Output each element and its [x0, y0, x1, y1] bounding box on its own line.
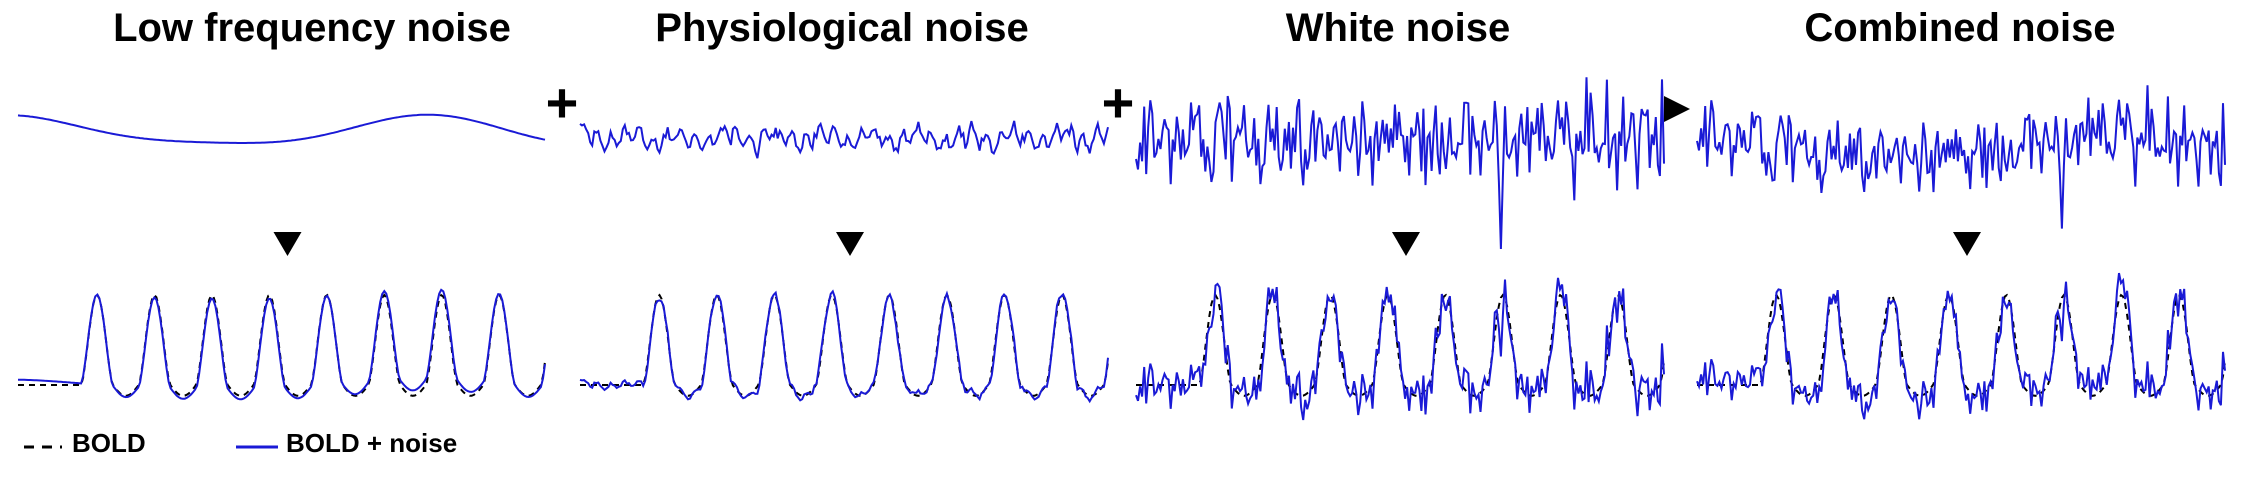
panel-title-low-frequency: Low frequency noise — [113, 6, 511, 50]
legend-bold-label: BOLD — [72, 428, 146, 458]
noise-trace-white — [1135, 77, 1665, 250]
bold-plus-noise-trace-low — [18, 288, 546, 401]
legend-noise-label: BOLD + noise — [286, 428, 458, 458]
down-arrow-icon — [1392, 232, 1420, 256]
noise-trace-physio — [579, 119, 1109, 159]
bold-plus-noise-trace-combined — [1696, 272, 2226, 420]
panel-title-white: White noise — [1285, 6, 1511, 50]
plus-icon: + — [546, 71, 579, 134]
noise-trace-low — [17, 113, 546, 144]
right-arrow-icon — [1664, 96, 1690, 122]
noise-trace-combined — [1696, 85, 2226, 229]
bold-plus-noise-trace-white — [1135, 277, 1665, 421]
panel-title-physiological: Physiological noise — [655, 6, 1029, 50]
bold-plus-noise-trace-physio — [579, 289, 1109, 404]
plus-icon: + — [1102, 71, 1135, 134]
bold-trace-physio — [580, 293, 1109, 397]
down-arrow-icon — [1953, 232, 1981, 256]
panel-title-combined: Combined noise — [1804, 6, 2116, 50]
bold-trace-low — [18, 293, 546, 397]
down-arrow-icon — [273, 232, 302, 256]
down-arrow-icon — [836, 232, 864, 256]
